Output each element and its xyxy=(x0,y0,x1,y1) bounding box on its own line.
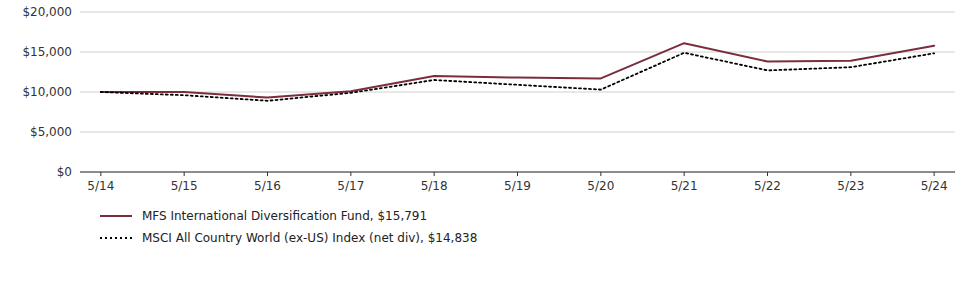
series-line xyxy=(101,43,934,97)
x-tick xyxy=(517,172,518,176)
legend-label: MSCI All Country World (ex-US) Index (ne… xyxy=(142,231,477,245)
x-tick-label: 5/22 xyxy=(754,179,781,193)
x-tick xyxy=(850,172,851,176)
page: {"chart_data": { "type": "line", "catego… xyxy=(0,0,975,281)
legend: MFS International Diversification Fund, … xyxy=(100,209,477,245)
x-tick xyxy=(600,172,601,176)
x-tick-label: 5/15 xyxy=(171,179,198,193)
x-axis: 5/14 5/15 5/16 5/17 5/18 5/19 5/20 5/21 5/22 5/23… xyxy=(80,172,955,193)
x-tick xyxy=(934,172,935,176)
grid-line xyxy=(80,92,955,93)
x-tick xyxy=(350,172,351,176)
y-tick-label: $10,000 xyxy=(22,85,72,99)
x-tick xyxy=(184,172,185,176)
x-tick-label: 5/24 xyxy=(921,179,948,193)
x-tick-label: 5/18 xyxy=(421,179,448,193)
x-tick xyxy=(267,172,268,176)
grid-line xyxy=(80,132,955,133)
x-tick xyxy=(434,172,435,176)
x-tick-label: 5/16 xyxy=(254,179,281,193)
series-line xyxy=(101,53,934,101)
y-tick-label: $15,000 xyxy=(22,45,72,59)
grid-line xyxy=(80,52,955,53)
x-tick-label: 5/19 xyxy=(504,179,531,193)
x-tick-label: 5/23 xyxy=(837,179,864,193)
chart: $0$5,000$10,000$15,000$20,0005/145/155/1… xyxy=(0,0,975,281)
x-tick xyxy=(100,172,101,176)
y-tick-label: $5,000 xyxy=(30,125,72,139)
x-tick xyxy=(767,172,768,176)
y-grid xyxy=(80,12,955,172)
x-tick-label: 5/17 xyxy=(337,179,364,193)
legend-swatch xyxy=(100,215,132,217)
x-tick-label: 5/21 xyxy=(671,179,698,193)
x-tick-label: 5/14 xyxy=(87,179,114,193)
y-tick-label: $20,000 xyxy=(22,5,72,19)
y-tick-labels: $0 $5,000 $10,000 $15,000 $20,000 xyxy=(22,5,72,179)
y-tick-label: $0 xyxy=(57,165,72,179)
grid-line xyxy=(80,12,955,13)
legend-swatch xyxy=(100,237,132,239)
legend-label: MFS International Diversification Fund, … xyxy=(142,209,427,223)
x-tick-label: 5/20 xyxy=(587,179,614,193)
series-lines xyxy=(101,43,934,101)
x-tick xyxy=(684,172,685,176)
